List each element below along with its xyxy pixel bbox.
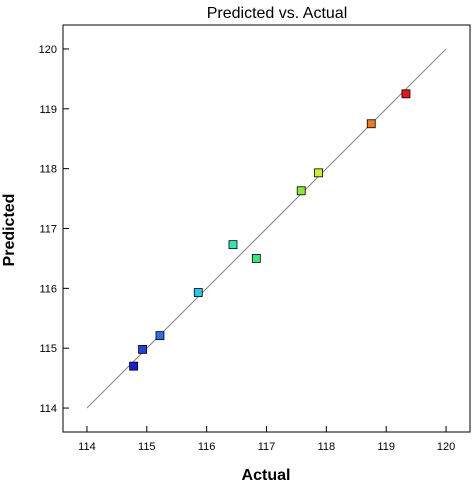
data-point [296, 186, 306, 196]
x-tick-label: 117 [258, 441, 276, 453]
y-tick-label: 117 [39, 224, 57, 236]
data-point [193, 288, 203, 297]
y-tick-label: 116 [39, 283, 57, 295]
x-axis-ticks: 114 115 116 117 118 119 120 [78, 426, 455, 453]
y-axis-label: Predicted [1, 194, 18, 267]
data-point [366, 119, 376, 129]
x-tick-label: 119 [377, 441, 395, 453]
data-point [401, 89, 411, 99]
chart-title: Predicted vs. Actual [207, 5, 348, 22]
data-point [251, 254, 261, 263]
data-point [228, 240, 238, 250]
data-point [314, 168, 323, 178]
y-tick-label: 120 [39, 44, 57, 56]
reference-line [86, 48, 447, 409]
data-points [129, 89, 411, 371]
data-point [129, 361, 139, 371]
y-tick-label: 119 [39, 104, 57, 116]
x-tick-label: 118 [318, 441, 336, 453]
y-tick-label: 114 [39, 403, 57, 415]
data-point [138, 345, 148, 354]
data-point [155, 331, 165, 341]
x-tick-label: 120 [437, 441, 455, 453]
x-axis-label: Actual [242, 467, 291, 484]
x-tick-label: 116 [198, 441, 216, 453]
y-tick-label: 115 [39, 343, 57, 355]
x-tick-label: 114 [78, 441, 96, 453]
y-tick-label: 118 [39, 164, 57, 176]
x-tick-label: 115 [138, 441, 156, 453]
y-axis-ticks: 114 115 116 117 118 119 120 [39, 44, 69, 415]
